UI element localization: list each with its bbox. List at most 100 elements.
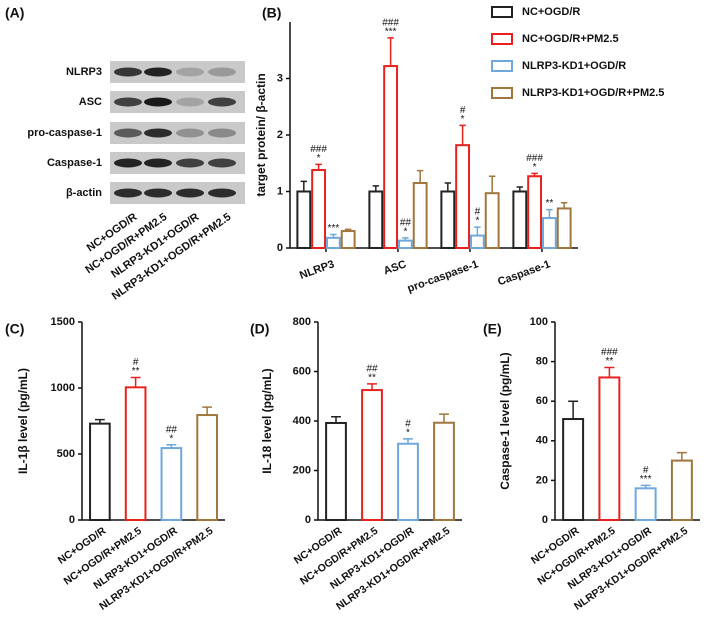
error-bar	[367, 383, 377, 391]
y-tick-label: 400	[293, 415, 311, 427]
error-bar	[444, 182, 452, 192]
blot-band	[176, 158, 204, 168]
error-bar	[488, 175, 496, 194]
significance: #	[475, 207, 481, 218]
significance: ###	[310, 144, 327, 155]
bar	[397, 442, 419, 521]
error-bar	[604, 366, 615, 378]
legend-label: NLRP3-KD1+OGD/R	[522, 60, 626, 72]
y-tick-label: 40	[536, 435, 548, 447]
y-axis-label: Caspase-1 level (pg/mL)	[498, 352, 512, 489]
bar	[440, 190, 456, 249]
blot-band	[114, 67, 142, 77]
y-tick-label: 100	[530, 316, 548, 328]
blot-band	[144, 158, 172, 168]
blot-band	[208, 67, 236, 77]
significance: ###	[382, 17, 399, 28]
blot-row-label: Caspase-1	[47, 157, 102, 169]
significance: *	[475, 216, 479, 227]
blot-band	[144, 188, 172, 198]
error-bar	[130, 376, 141, 388]
error-bar	[344, 228, 352, 232]
bar	[541, 217, 557, 249]
panel-label: (B)	[262, 5, 281, 21]
blot-band	[208, 158, 236, 168]
bar	[433, 421, 455, 522]
error-bar	[676, 451, 687, 461]
y-tick-label: 2	[277, 129, 283, 141]
bar	[383, 65, 399, 249]
significance: #	[643, 465, 649, 476]
y-tick-label: 600	[293, 365, 311, 377]
bar	[311, 169, 327, 249]
error-bar	[416, 169, 424, 184]
significance: ##	[366, 364, 378, 375]
significance: **	[132, 366, 140, 377]
blot-row-label: ASC	[79, 96, 102, 108]
legend-label: NC+OGD/R	[522, 6, 580, 18]
error-bar	[546, 208, 553, 219]
y-tick-label: 1500	[51, 316, 75, 328]
y-tick-label: 80	[536, 356, 548, 368]
blot-strip	[110, 122, 245, 144]
y-tick-label: 500	[57, 448, 75, 460]
blot-strip	[110, 61, 245, 83]
blot-band	[114, 97, 142, 107]
significance: *	[533, 162, 537, 173]
legend-label: NLRP3-KD1+OGD/R+PM2.5	[522, 87, 664, 99]
error-bar	[403, 438, 413, 444]
bar	[361, 389, 383, 521]
blot-band	[144, 67, 172, 77]
y-tick-label: 800	[293, 316, 311, 328]
significance: ***	[385, 26, 397, 37]
y-tick-label: 1000	[51, 382, 75, 394]
blot-band	[114, 188, 142, 198]
bar	[124, 386, 147, 521]
y-tick-label: 200	[293, 464, 311, 476]
blot-band	[176, 67, 204, 77]
panel-label: (C)	[5, 321, 24, 337]
bar	[469, 234, 485, 250]
significance: ##	[166, 424, 178, 435]
legend-label: NC+OGD/R+PM2.5	[522, 33, 619, 45]
significance: **	[368, 373, 376, 384]
significance: *	[461, 114, 465, 125]
significance: ###	[526, 153, 543, 164]
blot-row-label: pro-caspase-1	[27, 127, 102, 139]
error-bar	[166, 444, 177, 449]
blot-band	[114, 128, 142, 138]
error-bar	[300, 180, 308, 192]
y-axis-label: IL-1β level (pg/mL)	[16, 368, 30, 474]
blot-band	[208, 128, 236, 138]
bar	[556, 207, 572, 249]
error-bar	[94, 418, 105, 424]
bar	[296, 190, 312, 249]
y-tick-label: 0	[69, 514, 75, 526]
blot-strip	[110, 91, 245, 113]
significance: ###	[601, 347, 618, 358]
error-bar	[202, 406, 213, 416]
significance: *	[317, 153, 321, 164]
significance: **	[545, 198, 553, 209]
error-bar	[459, 124, 466, 146]
y-tick-label: 0	[542, 514, 548, 526]
error-bar	[330, 233, 337, 238]
bar	[527, 175, 543, 249]
x-tick-label: pro-caspase-1	[406, 258, 480, 295]
legend-swatch	[491, 60, 513, 72]
panel-label: (D)	[250, 321, 269, 337]
bar	[397, 239, 413, 249]
error-bar	[531, 172, 538, 177]
bar	[512, 190, 528, 249]
blot-band	[176, 188, 204, 198]
y-axis-label: IL-18 level (pg/mL)	[260, 368, 274, 473]
error-bar	[402, 237, 409, 241]
error-bar	[315, 163, 322, 171]
bar	[455, 144, 471, 249]
x-tick-label: Caspase-1	[496, 258, 552, 288]
bar	[325, 236, 341, 250]
error-bar	[474, 226, 481, 236]
legend-swatch	[491, 6, 513, 18]
bar	[89, 422, 111, 522]
